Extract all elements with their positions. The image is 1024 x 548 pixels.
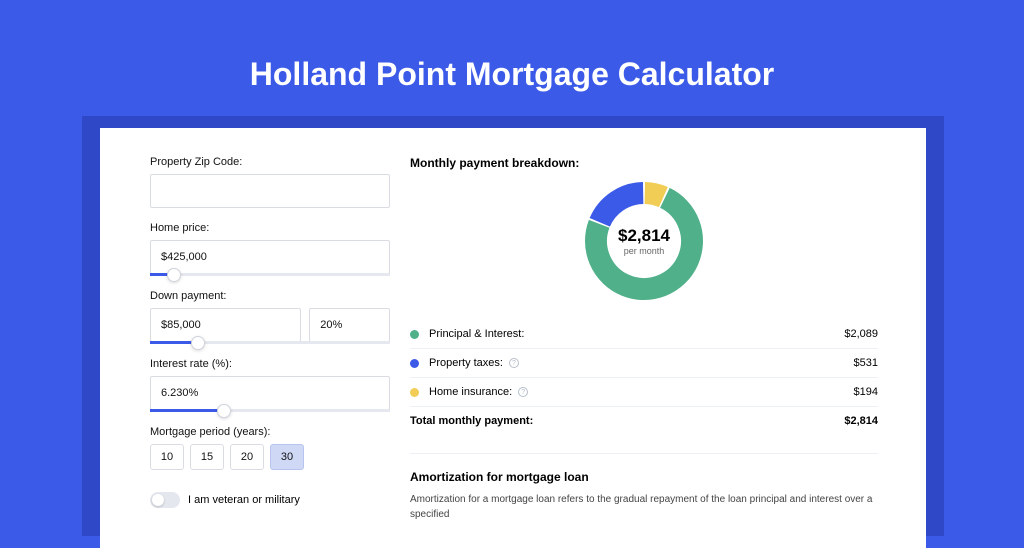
legend-row: Property taxes:?$531 — [410, 349, 878, 378]
veteran-toggle[interactable] — [150, 492, 180, 508]
slider-thumb[interactable] — [191, 336, 205, 350]
home-price-input[interactable] — [150, 240, 390, 274]
home-price-label: Home price: — [150, 222, 390, 234]
total-label: Total monthly payment: — [410, 415, 844, 427]
home-price-field: Home price: — [150, 222, 390, 276]
slider-thumb[interactable] — [167, 268, 181, 282]
zip-label: Property Zip Code: — [150, 156, 390, 168]
period-pill-30[interactable]: 30 — [270, 444, 304, 470]
down-payment-label: Down payment: — [150, 290, 390, 302]
legend-value: $2,089 — [844, 328, 878, 340]
form-column: Property Zip Code: Home price: Down paym… — [100, 128, 410, 548]
mortgage-period-label: Mortgage period (years): — [150, 426, 390, 438]
slider-thumb[interactable] — [217, 404, 231, 418]
calculator-card: Property Zip Code: Home price: Down paym… — [100, 128, 926, 548]
zip-field: Property Zip Code: — [150, 156, 390, 208]
legend-value: $194 — [854, 386, 878, 398]
interest-rate-input[interactable] — [150, 376, 390, 410]
down-payment-pct-input[interactable] — [309, 308, 390, 342]
donut-total: $2,814 — [618, 226, 670, 246]
mortgage-period-field: Mortgage period (years): 10152030 — [150, 426, 390, 470]
amortization-title: Amortization for mortgage loan — [410, 470, 878, 484]
total-value: $2,814 — [844, 415, 878, 427]
legend-dot — [410, 388, 419, 397]
legend-label: Property taxes:? — [429, 357, 854, 369]
info-icon[interactable]: ? — [518, 387, 528, 397]
interest-rate-field: Interest rate (%): — [150, 358, 390, 412]
legend-dot — [410, 330, 419, 339]
page-title: Holland Point Mortgage Calculator — [0, 0, 1024, 93]
donut-sublabel: per month — [624, 246, 665, 256]
legend-label: Home insurance:? — [429, 386, 854, 398]
legend-dot — [410, 359, 419, 368]
info-icon[interactable]: ? — [509, 358, 519, 368]
breakdown-title: Monthly payment breakdown: — [410, 156, 878, 170]
veteran-label: I am veteran or military — [188, 494, 300, 506]
breakdown-legend: Principal & Interest:$2,089Property taxe… — [410, 320, 878, 406]
home-price-slider[interactable] — [150, 273, 390, 276]
amortization-body: Amortization for a mortgage loan refers … — [410, 492, 878, 522]
interest-rate-slider[interactable] — [150, 409, 390, 412]
legend-value: $531 — [854, 357, 878, 369]
mortgage-period-pills: 10152030 — [150, 444, 390, 470]
zip-input[interactable] — [150, 174, 390, 208]
total-row: Total monthly payment: $2,814 — [410, 406, 878, 435]
down-payment-slider[interactable] — [150, 341, 390, 344]
donut-chart: $2,814 per month — [583, 180, 705, 302]
interest-rate-label: Interest rate (%): — [150, 358, 390, 370]
period-pill-10[interactable]: 10 — [150, 444, 184, 470]
down-payment-field: Down payment: — [150, 290, 390, 344]
legend-row: Principal & Interest:$2,089 — [410, 320, 878, 349]
legend-label: Principal & Interest: — [429, 328, 844, 340]
period-pill-15[interactable]: 15 — [190, 444, 224, 470]
donut-chart-container: $2,814 per month — [410, 180, 878, 302]
legend-row: Home insurance:?$194 — [410, 378, 878, 406]
breakdown-column: Monthly payment breakdown: $2,814 per mo… — [410, 128, 926, 548]
period-pill-20[interactable]: 20 — [230, 444, 264, 470]
down-payment-input[interactable] — [150, 308, 301, 342]
veteran-row: I am veteran or military — [150, 492, 390, 508]
